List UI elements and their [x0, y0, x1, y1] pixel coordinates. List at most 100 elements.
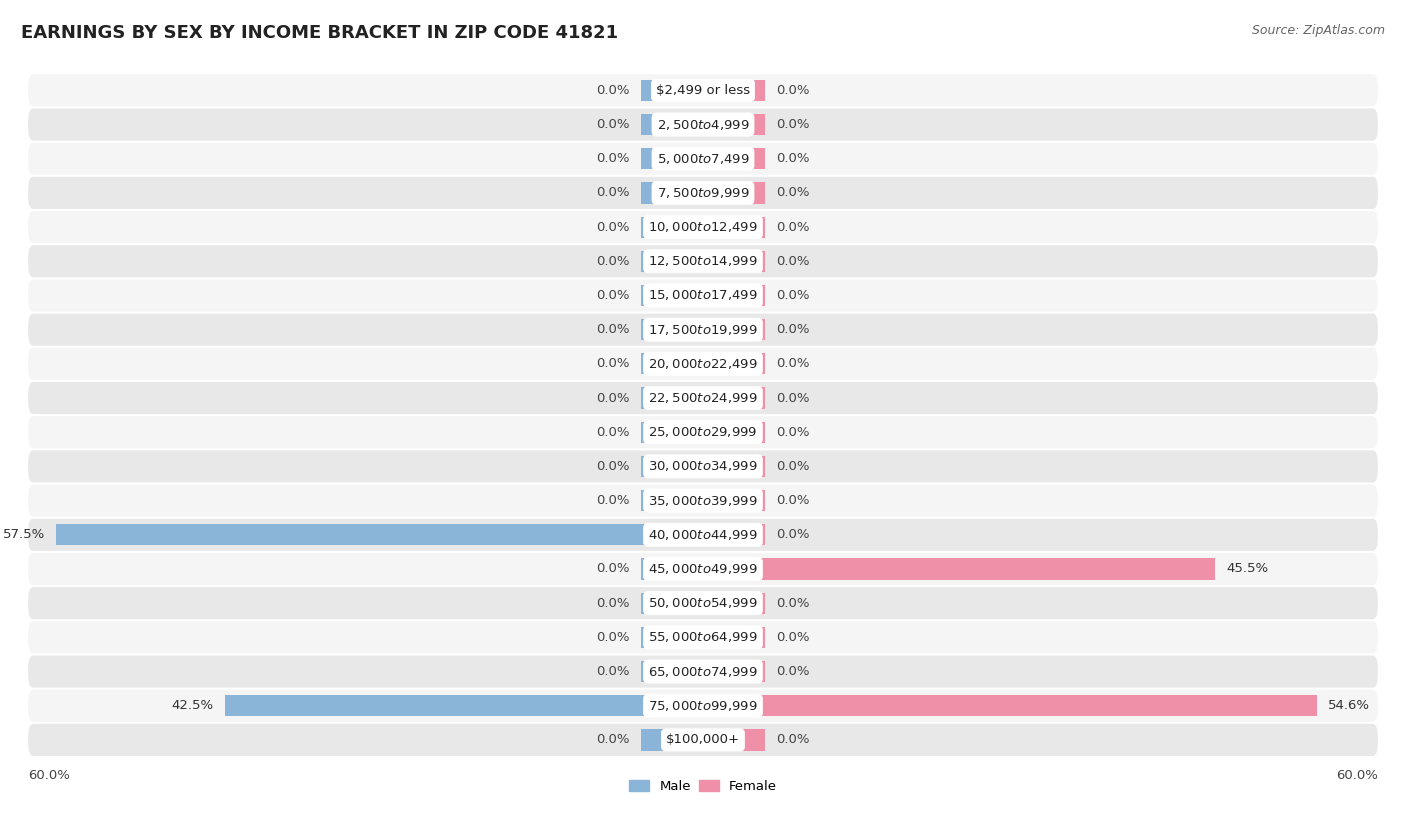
Text: $5,000 to $7,499: $5,000 to $7,499: [657, 151, 749, 166]
Bar: [641, 661, 703, 682]
Text: 0.0%: 0.0%: [776, 597, 810, 610]
Text: 0.0%: 0.0%: [596, 426, 630, 439]
Text: 0.0%: 0.0%: [596, 562, 630, 575]
Text: $75,000 to $99,999: $75,000 to $99,999: [648, 698, 758, 713]
Text: $45,000 to $49,999: $45,000 to $49,999: [648, 562, 758, 576]
Bar: [703, 80, 765, 101]
Bar: [641, 251, 703, 272]
FancyBboxPatch shape: [28, 450, 1378, 483]
Text: 0.0%: 0.0%: [596, 118, 630, 131]
FancyBboxPatch shape: [28, 655, 1378, 688]
Bar: [703, 285, 765, 306]
Text: 0.0%: 0.0%: [596, 289, 630, 302]
Text: 0.0%: 0.0%: [596, 597, 630, 610]
Bar: [641, 80, 703, 101]
Text: $20,000 to $22,499: $20,000 to $22,499: [648, 357, 758, 371]
Bar: [703, 729, 765, 751]
Text: Source: ZipAtlas.com: Source: ZipAtlas.com: [1251, 24, 1385, 37]
FancyBboxPatch shape: [28, 279, 1378, 312]
Text: $2,499 or less: $2,499 or less: [657, 84, 749, 97]
FancyBboxPatch shape: [28, 519, 1378, 551]
FancyBboxPatch shape: [28, 348, 1378, 380]
Text: $17,500 to $19,999: $17,500 to $19,999: [648, 322, 758, 337]
Text: 0.0%: 0.0%: [776, 84, 810, 97]
Text: 0.0%: 0.0%: [776, 631, 810, 644]
Legend: Male, Female: Male, Female: [624, 774, 782, 799]
Bar: [703, 114, 765, 135]
Text: 0.0%: 0.0%: [776, 118, 810, 131]
Text: 57.5%: 57.5%: [3, 528, 45, 541]
Text: $12,500 to $14,999: $12,500 to $14,999: [648, 254, 758, 269]
Text: 0.0%: 0.0%: [596, 494, 630, 507]
FancyBboxPatch shape: [28, 211, 1378, 243]
Text: 0.0%: 0.0%: [776, 460, 810, 473]
Text: 0.0%: 0.0%: [596, 392, 630, 405]
Bar: [641, 114, 703, 135]
Bar: [703, 182, 765, 204]
Text: 0.0%: 0.0%: [776, 665, 810, 678]
Text: $15,000 to $17,499: $15,000 to $17,499: [648, 288, 758, 303]
Bar: [641, 729, 703, 751]
FancyBboxPatch shape: [28, 689, 1378, 722]
Bar: [703, 627, 765, 648]
Text: 0.0%: 0.0%: [596, 460, 630, 473]
Text: 0.0%: 0.0%: [596, 221, 630, 234]
Bar: [641, 456, 703, 477]
Bar: [641, 148, 703, 169]
Bar: [641, 353, 703, 374]
Text: 0.0%: 0.0%: [596, 631, 630, 644]
Text: 0.0%: 0.0%: [776, 255, 810, 268]
FancyBboxPatch shape: [28, 313, 1378, 346]
Text: 0.0%: 0.0%: [596, 84, 630, 97]
FancyBboxPatch shape: [28, 553, 1378, 585]
Text: 0.0%: 0.0%: [776, 357, 810, 370]
Text: 0.0%: 0.0%: [596, 665, 630, 678]
Bar: [703, 148, 765, 169]
Text: $25,000 to $29,999: $25,000 to $29,999: [648, 425, 758, 440]
FancyBboxPatch shape: [28, 177, 1378, 209]
Text: $55,000 to $64,999: $55,000 to $64,999: [648, 630, 758, 645]
Text: 0.0%: 0.0%: [596, 255, 630, 268]
Bar: [703, 524, 765, 545]
Text: 0.0%: 0.0%: [776, 152, 810, 165]
Text: $100,000+: $100,000+: [666, 733, 740, 746]
Text: 0.0%: 0.0%: [776, 186, 810, 199]
Bar: [703, 387, 765, 409]
Text: $65,000 to $74,999: $65,000 to $74,999: [648, 664, 758, 679]
Text: 0.0%: 0.0%: [596, 186, 630, 199]
Text: 0.0%: 0.0%: [776, 528, 810, 541]
Bar: [703, 593, 765, 614]
Text: 0.0%: 0.0%: [596, 357, 630, 370]
Text: $40,000 to $44,999: $40,000 to $44,999: [648, 527, 758, 542]
Bar: [703, 558, 1215, 580]
Text: 60.0%: 60.0%: [28, 769, 70, 782]
Bar: [225, 695, 703, 716]
Text: 0.0%: 0.0%: [776, 733, 810, 746]
FancyBboxPatch shape: [28, 587, 1378, 619]
Bar: [703, 217, 765, 238]
FancyBboxPatch shape: [28, 108, 1378, 141]
Bar: [703, 695, 1317, 716]
Bar: [641, 558, 703, 580]
Text: $2,500 to $4,999: $2,500 to $4,999: [657, 117, 749, 132]
Bar: [641, 319, 703, 340]
FancyBboxPatch shape: [28, 74, 1378, 107]
Text: 0.0%: 0.0%: [776, 494, 810, 507]
Bar: [641, 593, 703, 614]
Bar: [703, 353, 765, 374]
Text: 60.0%: 60.0%: [1336, 769, 1378, 782]
FancyBboxPatch shape: [28, 724, 1378, 756]
FancyBboxPatch shape: [28, 416, 1378, 449]
Text: 0.0%: 0.0%: [596, 323, 630, 336]
Bar: [703, 661, 765, 682]
FancyBboxPatch shape: [28, 484, 1378, 517]
Text: 0.0%: 0.0%: [596, 733, 630, 746]
Bar: [641, 387, 703, 409]
Text: $30,000 to $34,999: $30,000 to $34,999: [648, 459, 758, 474]
FancyBboxPatch shape: [28, 142, 1378, 175]
Text: $50,000 to $54,999: $50,000 to $54,999: [648, 596, 758, 610]
Text: 0.0%: 0.0%: [776, 221, 810, 234]
Bar: [703, 490, 765, 511]
Text: 0.0%: 0.0%: [776, 392, 810, 405]
Bar: [703, 422, 765, 443]
